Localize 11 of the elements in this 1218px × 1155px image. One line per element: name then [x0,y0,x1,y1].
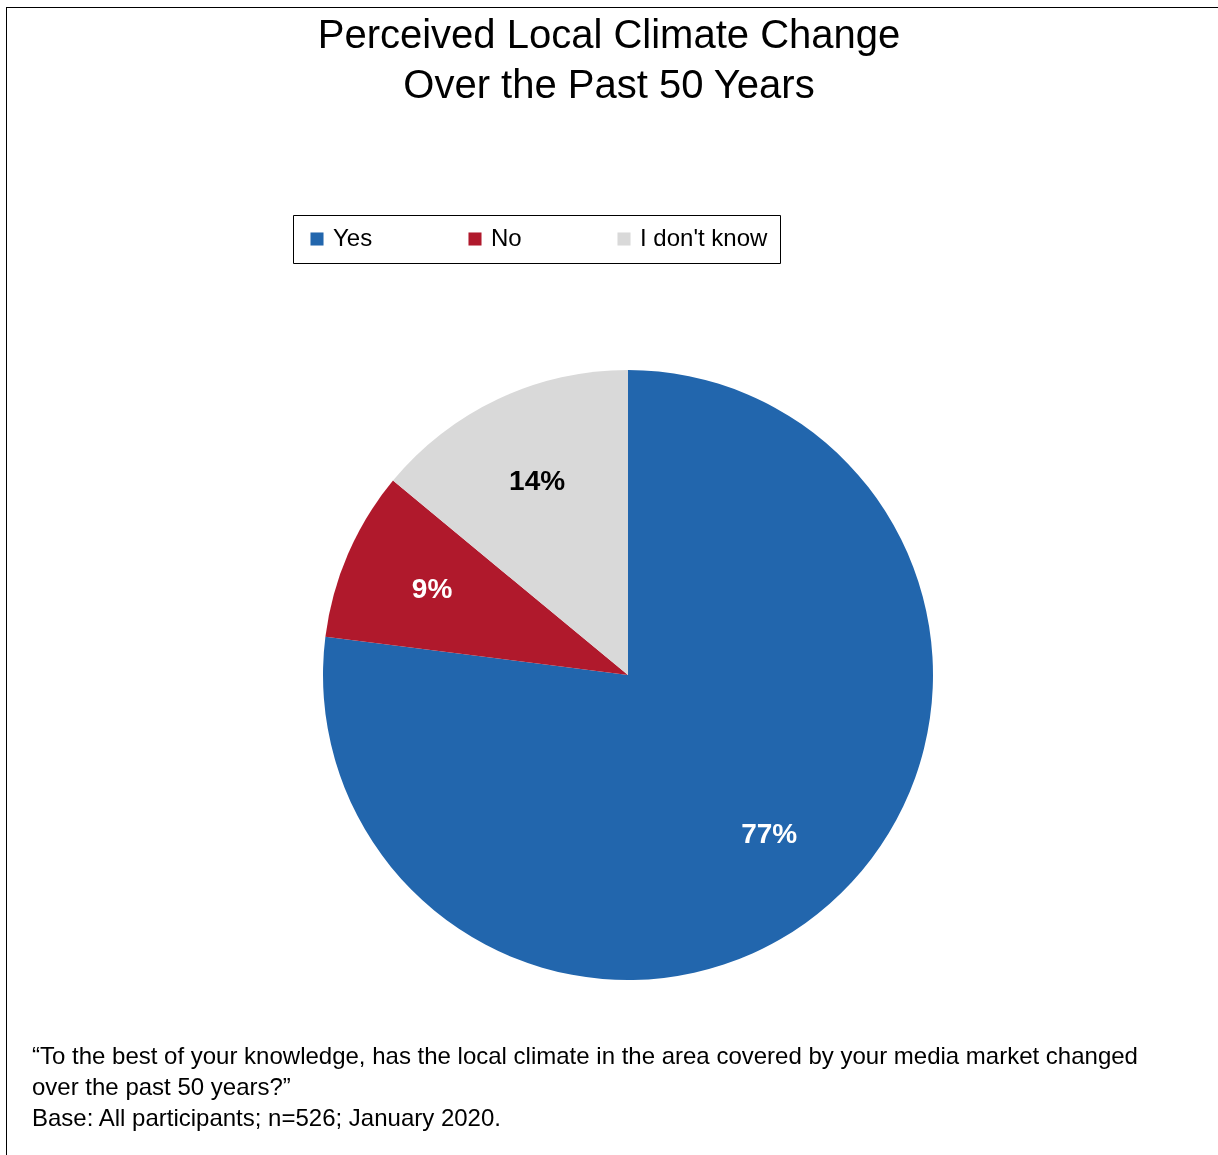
data-label: 77% [741,818,798,850]
pie-slice [323,370,933,980]
data-label: 14% [509,464,566,496]
text: “To the best of your knowledge, has the local climate in the area covered by your media market changed over the past 50 years?” [32,1041,1139,1102]
pie-slice [392,370,628,675]
legend-label: Yes [333,224,373,251]
data-label: 9% [411,573,453,605]
text: Base: All participants; n=526; January 2020. [32,1103,502,1133]
legend-label: No [491,224,522,251]
chart-title: Perceived Local Climate Change Over the Past 50 Years [317,12,901,106]
legend-label: I don't know [640,224,768,251]
